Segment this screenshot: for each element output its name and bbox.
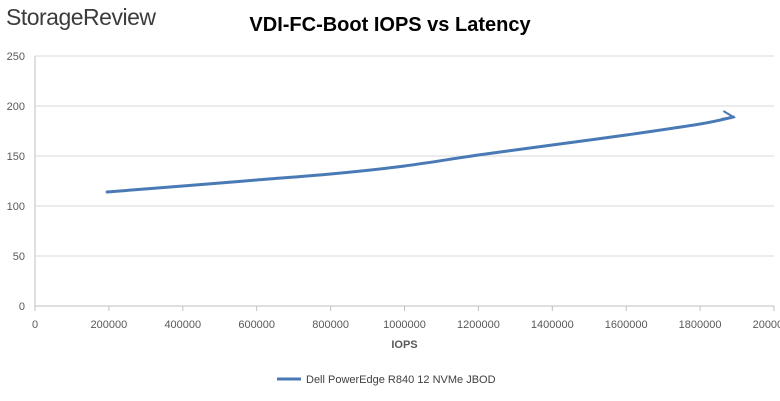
x-tick-label: 1800000 xyxy=(679,319,722,331)
x-tick-label: 600000 xyxy=(238,319,275,331)
x-tick-label: 400000 xyxy=(164,319,201,331)
series-end-arrow xyxy=(721,110,737,120)
x-tick-label: 0 xyxy=(32,319,38,331)
y-tick-label: 0 xyxy=(19,301,25,313)
x-tick-label: 200000 xyxy=(91,319,128,331)
x-tick-label: 800000 xyxy=(312,319,349,331)
x-axis-label: IOPS xyxy=(391,339,417,351)
y-tick-label: 50 xyxy=(13,251,25,263)
y-tick-label: 200 xyxy=(7,101,25,113)
series-line xyxy=(105,115,735,194)
legend-label: Dell PowerEdge R840 12 NVMe JBOD xyxy=(306,374,496,386)
brand-logo: StorageReview xyxy=(6,4,156,30)
x-tick-label: 1200000 xyxy=(457,319,500,331)
chart-title: VDI-FC-Boot IOPS vs Latency xyxy=(249,14,531,36)
y-tick-label: 150 xyxy=(7,151,25,163)
x-tick-label: 1600000 xyxy=(605,319,648,331)
x-tick-label: 1000000 xyxy=(383,319,426,331)
x-tick-label: 2000000 xyxy=(753,319,780,331)
y-tick-label: 250 xyxy=(7,51,25,63)
x-tick-label: 1400000 xyxy=(531,319,574,331)
y-tick-label: 100 xyxy=(7,201,25,213)
